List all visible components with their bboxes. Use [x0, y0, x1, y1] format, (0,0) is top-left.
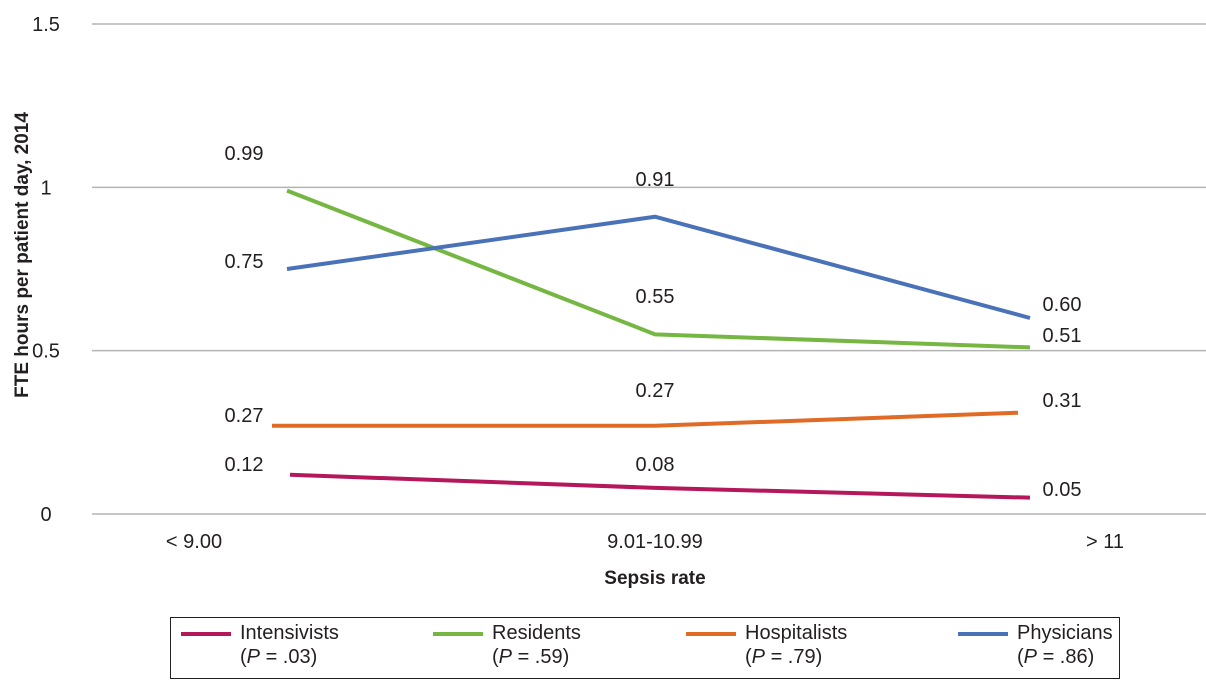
y-tick-label: 1.5	[32, 14, 60, 36]
data-labels: 0.12 0.08 0.05 0.99 0.55 0.51 0.27 0.27 0.31 0.75…	[225, 143, 1082, 501]
series-line-residents	[286, 188, 1031, 350]
data-label-physicians: 0.75	[225, 251, 264, 273]
x-axis-title: Sepsis rate	[604, 568, 705, 589]
legend-label: Intensivists	[240, 622, 339, 644]
x-tick-labels: < 9.00 9.01-10.99 > 11	[166, 531, 1124, 553]
gridlines	[92, 23, 1206, 515]
y-tick-label: 0.5	[32, 341, 60, 363]
legend-label: Hospitalists	[745, 622, 848, 644]
series-line-hospitalists	[272, 410, 1019, 428]
y-tick-label: 0	[40, 504, 51, 526]
series-line-intensivists	[289, 472, 1031, 500]
data-label-hospitalists: 0.27	[225, 405, 264, 427]
legend-swatch	[181, 632, 231, 636]
y-tick-label: 1	[40, 177, 51, 199]
data-label-hospitalists: 0.31	[1043, 390, 1082, 412]
legend-swatch	[686, 632, 736, 636]
data-label-intensivists: 0.05	[1043, 479, 1082, 501]
data-label-residents: 0.99	[225, 143, 264, 165]
x-tick-label: > 11	[1086, 531, 1124, 553]
legend-label: Residents	[492, 622, 581, 644]
legend: Intensivists (P = .03) Residents (P = .59) H…	[170, 617, 1120, 679]
data-label-physicians: 0.60	[1043, 294, 1082, 316]
data-label-residents: 0.55	[636, 286, 675, 308]
series-line-physicians	[286, 214, 1031, 320]
data-label-hospitalists: 0.27	[636, 380, 675, 402]
data-label-residents: 0.51	[1043, 325, 1082, 347]
legend-label: Physicians	[1017, 622, 1113, 644]
x-tick-label: < 9.00	[166, 531, 222, 553]
x-tick-label: 9.01-10.99	[607, 531, 703, 553]
legend-p-value: (P = .86)	[1017, 646, 1095, 668]
legend-swatch	[958, 632, 1008, 636]
legend-p-value: (P = .79)	[745, 646, 823, 668]
series-lines	[272, 188, 1031, 500]
legend-swatch	[433, 632, 483, 636]
chart: 00.511.5 < 9.00 9.01-10.99 > 11 0.12 0.080.…	[12, 14, 1206, 589]
y-axis-title: FTE hours per patient day, 2014	[12, 112, 33, 398]
legend-p-value: (P = .03)	[240, 646, 318, 668]
y-tick-labels: 0 0.5 1 1.5	[32, 14, 60, 526]
legend-p-value: (P = .59)	[492, 646, 570, 668]
data-label-intensivists: 0.08	[636, 454, 675, 476]
data-label-physicians: 0.91	[636, 169, 675, 191]
data-label-intensivists: 0.12	[225, 454, 264, 476]
